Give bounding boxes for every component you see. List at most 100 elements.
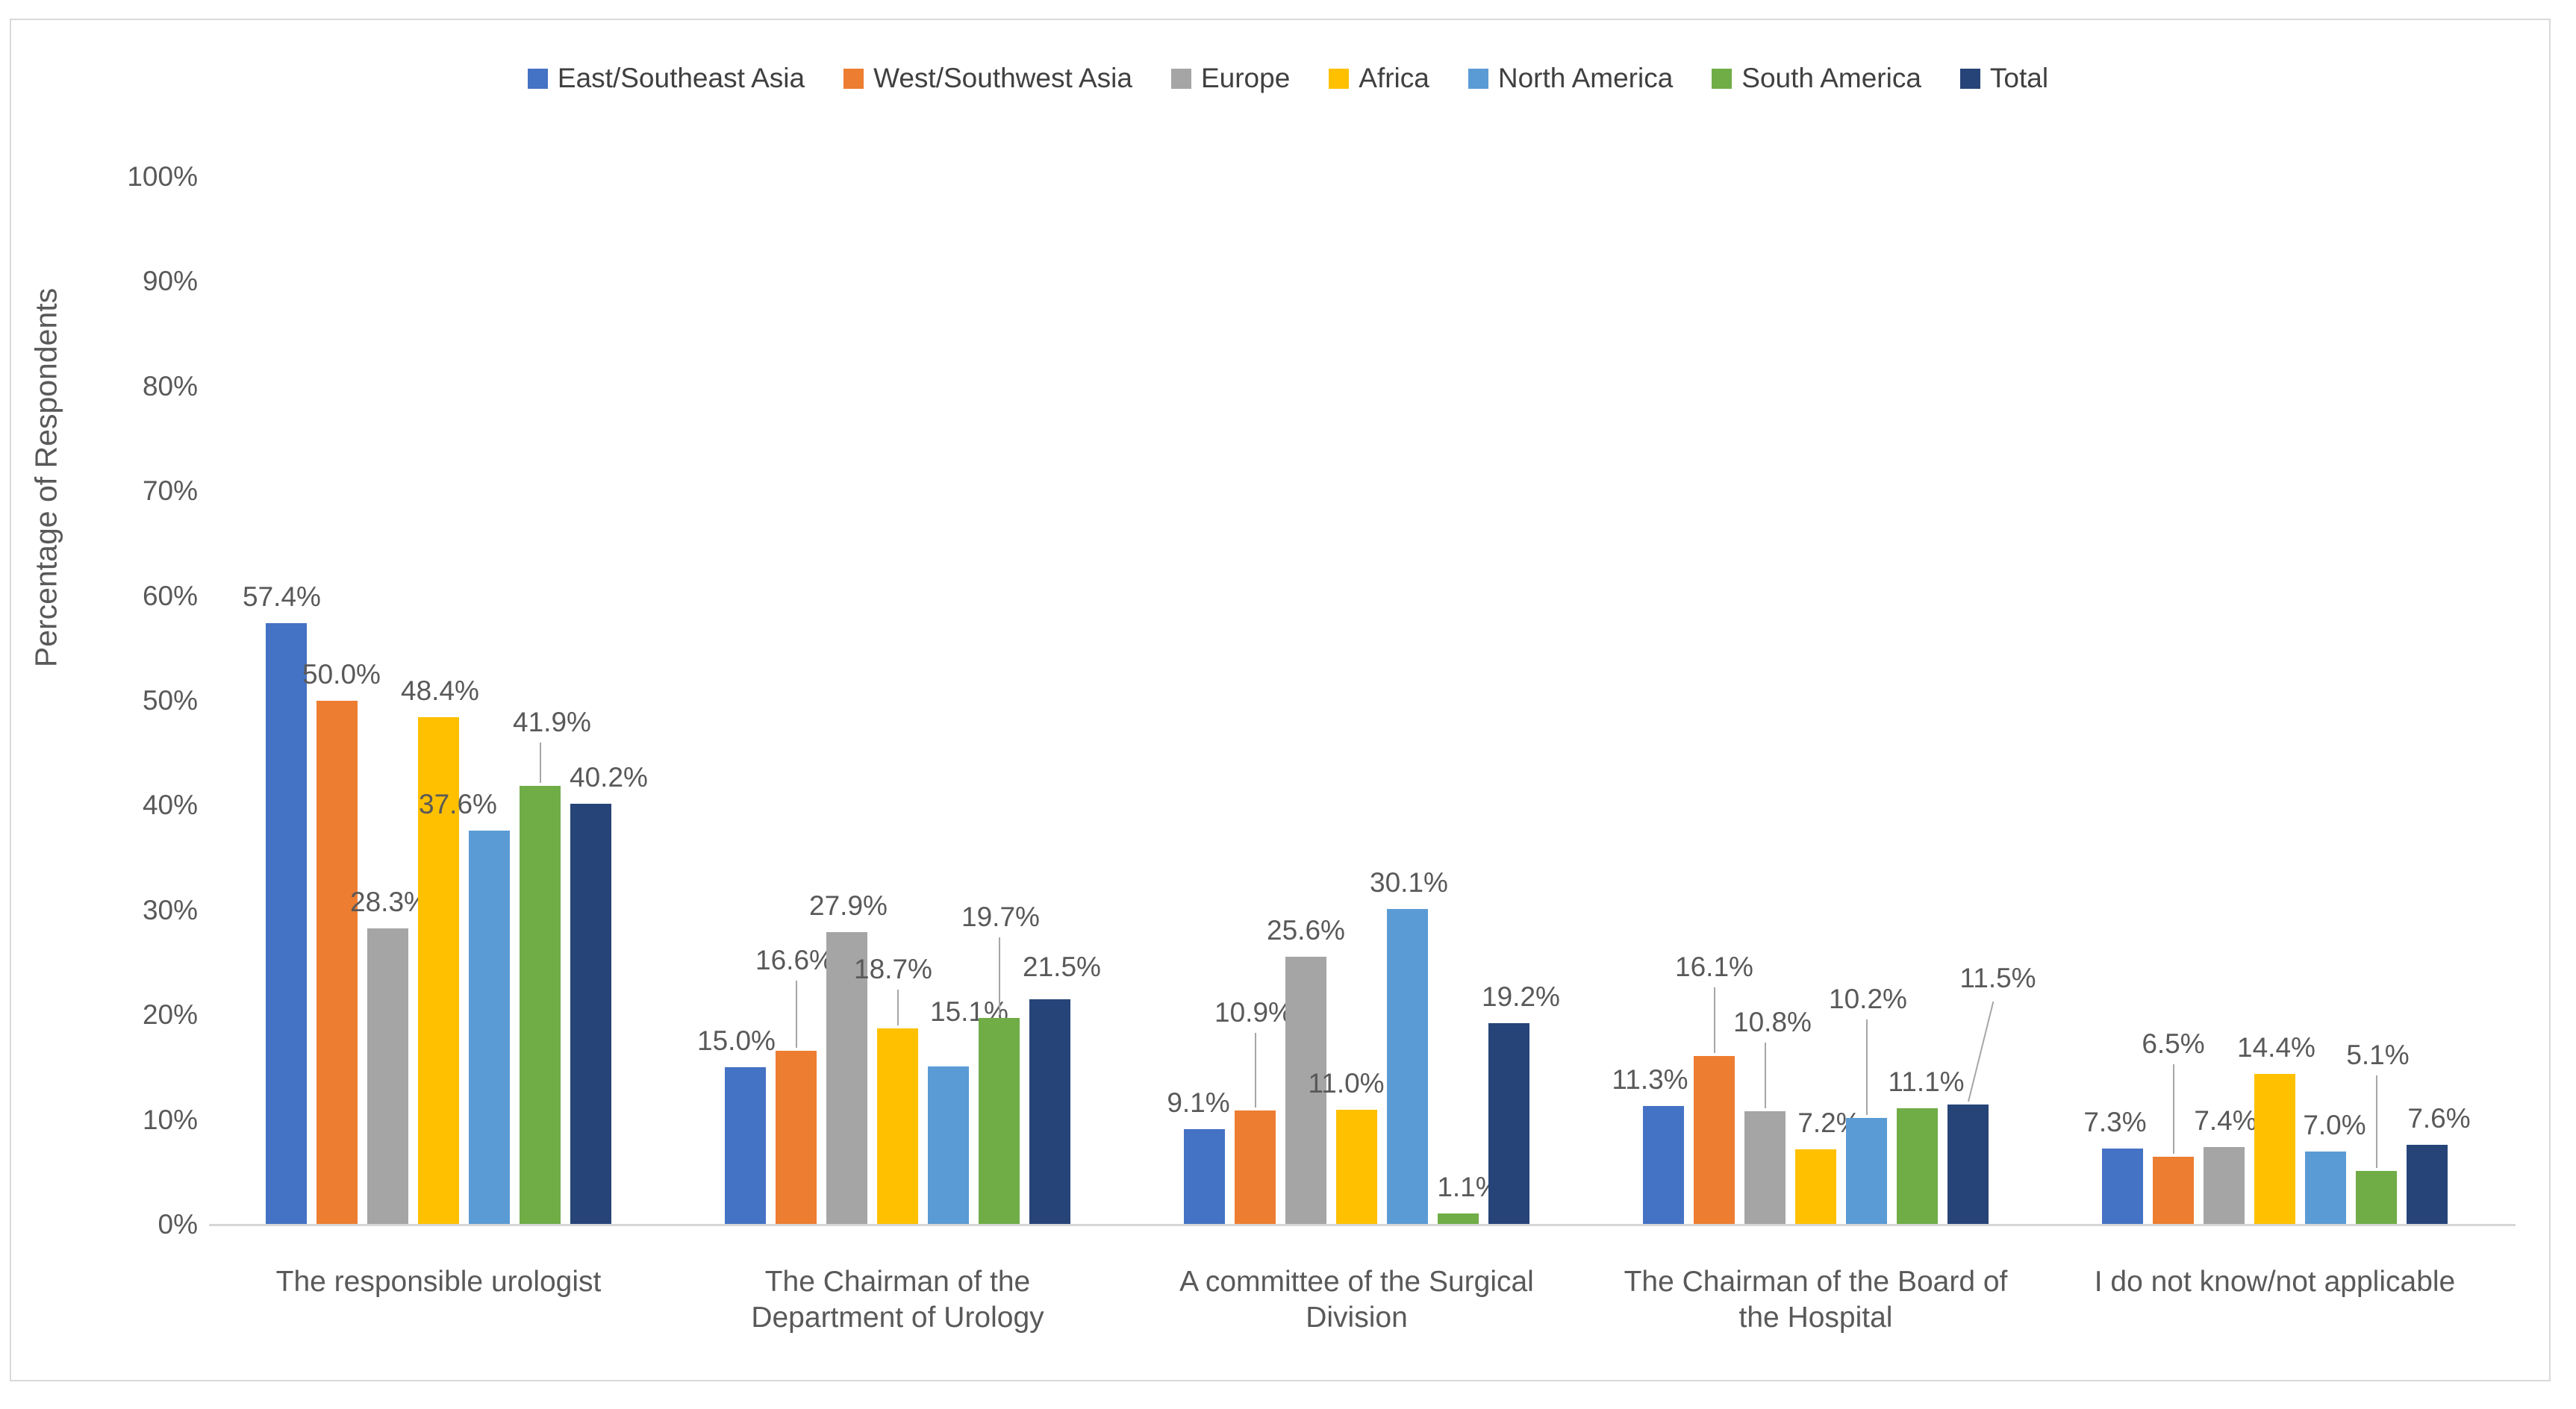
bar-value-label: 25.6% bbox=[1267, 914, 1345, 946]
bar-value-label: 16.6% bbox=[755, 944, 834, 975]
legend-label: Total bbox=[1989, 63, 2049, 93]
bar-value-label: 1.1% bbox=[1437, 1171, 1500, 1202]
bar-value-label: 21.5% bbox=[1023, 952, 1101, 983]
leader-line bbox=[998, 937, 1000, 1016]
bar bbox=[316, 701, 358, 1225]
bar-value-label: 10.8% bbox=[1733, 1007, 1812, 1038]
bar bbox=[725, 1067, 766, 1225]
bar bbox=[877, 1028, 918, 1225]
legend-swatch-icon bbox=[1329, 68, 1350, 89]
legend-swatch-icon bbox=[1959, 68, 1980, 89]
bar-value-label: 48.4% bbox=[401, 675, 479, 707]
bar bbox=[2102, 1148, 2143, 1225]
bar-value-label: 19.7% bbox=[961, 902, 1040, 933]
leader-line bbox=[1713, 987, 1715, 1053]
bar-value-label: 18.7% bbox=[854, 954, 932, 985]
legend-item: Total bbox=[1959, 63, 2049, 94]
bar-value-label: 30.1% bbox=[1370, 867, 1448, 899]
bar-value-label: 11.1% bbox=[1888, 1066, 1965, 1098]
bar bbox=[2204, 1147, 2245, 1225]
bar bbox=[570, 803, 611, 1225]
leader-line bbox=[539, 742, 541, 783]
bar bbox=[1184, 1129, 1225, 1225]
category-label: The Chairman of the Department of Urolog… bbox=[751, 1266, 1044, 1334]
legend-item: South America bbox=[1712, 63, 1921, 94]
bar-value-label: 6.5% bbox=[2142, 1028, 2205, 1059]
bar-value-label: 41.9% bbox=[513, 706, 591, 737]
bar bbox=[1285, 956, 1326, 1225]
category-label: The Chairman of the Board of the Hospita… bbox=[1624, 1266, 2008, 1334]
legend-label: Africa bbox=[1359, 63, 1429, 93]
bar-value-label: 15.0% bbox=[697, 1025, 776, 1057]
bar bbox=[826, 932, 867, 1225]
bar bbox=[1488, 1023, 1529, 1225]
bar bbox=[367, 928, 408, 1225]
legend-label: Europe bbox=[1200, 63, 1291, 93]
legend-item: Africa bbox=[1329, 63, 1429, 94]
bar bbox=[1795, 1149, 1836, 1225]
x-axis-line bbox=[209, 1224, 2516, 1226]
bar-value-label: 11.3% bbox=[1612, 1064, 1688, 1096]
leader-line bbox=[2375, 1075, 2377, 1169]
legend-swatch-icon bbox=[843, 68, 864, 89]
y-tick-label: 60% bbox=[142, 580, 198, 611]
bar bbox=[979, 1018, 1020, 1225]
legend-swatch-icon bbox=[1170, 68, 1191, 89]
bar bbox=[2254, 1073, 2295, 1225]
bar bbox=[1235, 1110, 1276, 1225]
y-tick-label: 10% bbox=[142, 1104, 198, 1135]
leader-line bbox=[1865, 1019, 1868, 1115]
y-tick-label: 80% bbox=[142, 370, 198, 402]
legend-item: Europe bbox=[1170, 63, 1291, 94]
y-tick-label: 90% bbox=[142, 266, 198, 297]
bar-value-label: 57.4% bbox=[243, 581, 321, 613]
bar-value-label: 28.3% bbox=[350, 886, 428, 917]
bar-value-label: 5.1% bbox=[2346, 1040, 2410, 1071]
legend-item: West/Southwest Asia bbox=[843, 63, 1132, 94]
y-tick-label: 50% bbox=[142, 685, 198, 716]
bar-value-label: 11.5% bbox=[1959, 962, 2036, 993]
category-label: A committee of the Surgical Division bbox=[1179, 1266, 1534, 1334]
bar-value-label: 10.9% bbox=[1214, 996, 1293, 1028]
legend-label: West/Southwest Asia bbox=[873, 63, 1132, 93]
bar bbox=[776, 1050, 817, 1225]
bar-value-label: 27.9% bbox=[809, 890, 888, 922]
legend-swatch-icon bbox=[1468, 68, 1488, 89]
bar bbox=[928, 1066, 969, 1225]
bar bbox=[1947, 1104, 1989, 1225]
bar bbox=[1387, 909, 1428, 1225]
bar bbox=[1744, 1111, 1786, 1225]
bar bbox=[1694, 1055, 1735, 1225]
legend-swatch-icon bbox=[1712, 68, 1733, 89]
bar-value-label: 11.0% bbox=[1308, 1067, 1385, 1099]
bar-value-label: 7.2% bbox=[1797, 1107, 1861, 1138]
bar-value-label: 37.6% bbox=[419, 789, 497, 820]
bar bbox=[1029, 999, 1070, 1225]
bar-value-label: 7.4% bbox=[2194, 1105, 2257, 1137]
bar bbox=[1643, 1106, 1684, 1225]
bar bbox=[469, 831, 510, 1225]
legend-item: North America bbox=[1468, 63, 1673, 94]
y-tick-label: 30% bbox=[142, 894, 198, 925]
leader-line bbox=[2172, 1063, 2174, 1154]
legend: East/Southeast Asia West/Southwest Asia Eu… bbox=[0, 63, 2576, 94]
leader-line bbox=[1254, 1032, 1256, 1107]
bar bbox=[266, 623, 307, 1225]
bar-value-label: 7.3% bbox=[2083, 1106, 2147, 1137]
category-label: The responsible urologist bbox=[275, 1266, 602, 1298]
bar-value-label: 7.6% bbox=[2407, 1103, 2471, 1134]
legend-label: South America bbox=[1741, 63, 1921, 93]
bar bbox=[1336, 1109, 1377, 1225]
bar bbox=[1897, 1108, 1938, 1225]
bar-value-label: 40.2% bbox=[570, 761, 648, 793]
bar bbox=[2305, 1151, 2346, 1225]
bar-value-label: 19.2% bbox=[1482, 981, 1560, 1013]
y-tick-label: 70% bbox=[142, 475, 198, 507]
bar bbox=[2356, 1171, 2397, 1225]
bar-value-label: 10.2% bbox=[1829, 983, 1907, 1014]
bar bbox=[1438, 1213, 1479, 1225]
legend-swatch-icon bbox=[527, 68, 548, 89]
legend-label: North America bbox=[1497, 63, 1674, 93]
y-tick-label: 40% bbox=[142, 790, 198, 821]
